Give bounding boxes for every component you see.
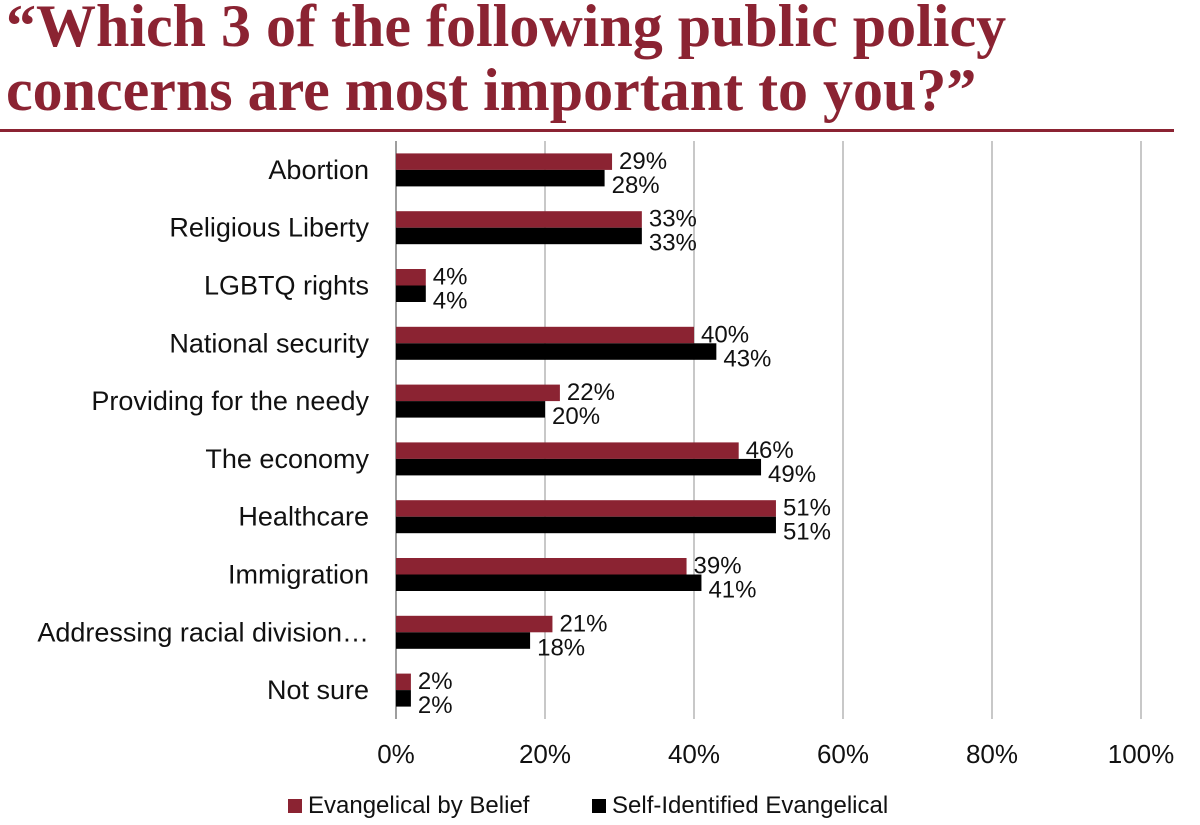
data-label: 51%	[783, 495, 831, 522]
data-label: 4%	[433, 264, 468, 291]
legend-label: Evangelical by Belief	[308, 792, 530, 819]
data-label: 51%	[783, 519, 831, 546]
data-label: 43%	[723, 345, 771, 372]
data-label: 20%	[552, 403, 600, 430]
data-label: 33%	[649, 206, 697, 233]
bar	[396, 458, 762, 476]
x-tick-label: 0%	[377, 739, 415, 769]
bar	[396, 574, 702, 591]
bar	[396, 673, 411, 691]
bar	[396, 343, 717, 360]
bar	[396, 500, 776, 517]
bar	[396, 211, 642, 228]
bar	[396, 516, 776, 534]
data-label: 18%	[537, 634, 585, 661]
data-label: 21%	[559, 610, 607, 637]
chart-title: “Which 3 of the following public policy …	[6, 0, 1007, 123]
category-label: The economy	[205, 444, 369, 474]
data-label: 41%	[708, 577, 756, 604]
x-tick-label: 40%	[668, 739, 720, 769]
bar	[396, 442, 739, 459]
data-label: 39%	[694, 553, 742, 580]
data-label: 2%	[418, 692, 453, 719]
data-label: 4%	[433, 288, 468, 315]
category-label: Not sure	[267, 675, 369, 705]
data-label: 2%	[418, 668, 453, 695]
category-label: Healthcare	[238, 502, 369, 532]
data-label: 49%	[768, 461, 816, 488]
category-label: LGBTQ rights	[204, 271, 369, 301]
category-label: Religious Liberty	[169, 213, 369, 243]
category-label: Immigration	[228, 560, 369, 590]
data-label: 33%	[649, 230, 697, 257]
bar	[396, 384, 560, 402]
bar	[396, 690, 411, 707]
data-label: 22%	[567, 379, 615, 406]
legend-swatch	[288, 799, 302, 813]
data-label: 28%	[612, 172, 660, 199]
bar	[396, 558, 687, 575]
title-underline	[0, 129, 1174, 132]
legend-label: Self-Identified Evangelical	[612, 792, 888, 819]
bar	[396, 285, 426, 302]
bar	[396, 169, 605, 187]
legend-swatch	[592, 799, 606, 813]
bar	[396, 326, 694, 344]
category-label: Addressing racial division…	[37, 617, 369, 647]
x-tick-label: 100%	[1108, 739, 1175, 769]
bar	[396, 632, 531, 649]
bar	[396, 401, 545, 418]
bar	[396, 153, 613, 170]
category-label: Abortion	[268, 155, 369, 185]
x-tick-label: 20%	[519, 739, 571, 769]
category-label: Providing for the needy	[91, 386, 369, 416]
bar	[396, 615, 553, 633]
bar	[396, 227, 642, 245]
x-tick-label: 60%	[817, 739, 869, 769]
category-label: National security	[169, 328, 369, 358]
data-label: 29%	[619, 148, 667, 175]
bar	[396, 269, 426, 286]
x-tick-label: 80%	[966, 739, 1018, 769]
